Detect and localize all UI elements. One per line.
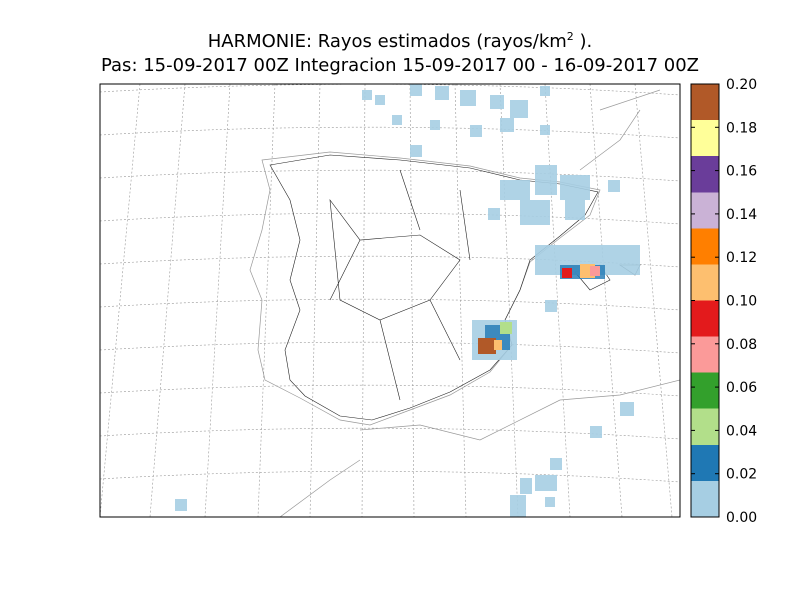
cell [590, 426, 602, 438]
cell [494, 340, 502, 350]
cell [545, 497, 555, 507]
cell [510, 100, 528, 118]
cell [565, 200, 585, 220]
cell [535, 165, 557, 195]
cell [500, 322, 512, 334]
cell [430, 120, 440, 130]
cell [175, 499, 187, 511]
tick-label: 0.08 [726, 337, 757, 353]
tick-label: 0.02 [726, 467, 757, 483]
title-end: ). [574, 31, 592, 52]
cell [550, 458, 562, 470]
cell [608, 180, 620, 192]
cell [490, 95, 504, 109]
cell [520, 478, 532, 494]
cell [535, 475, 557, 491]
cell [545, 300, 557, 312]
cell [488, 208, 500, 220]
title: HARMONIE: Rayos estimados (rayos/km2 ). [208, 30, 593, 52]
tick-label: 0.16 [726, 164, 757, 180]
cell [560, 175, 590, 200]
cell [410, 145, 422, 157]
tick-label: 0.10 [726, 294, 757, 310]
cell [470, 125, 482, 137]
cell [478, 338, 496, 354]
cell [590, 266, 600, 276]
title-main: HARMONIE: Rayos estimados (rayos/km [208, 31, 567, 52]
cell [540, 125, 550, 135]
tick-label: 0.04 [726, 423, 757, 439]
cell [435, 86, 449, 100]
lightning [175, 84, 640, 517]
subtitle: Pas: 15-09-2017 00Z Integracion 15-09-20… [101, 55, 699, 76]
cell [500, 180, 530, 200]
cell [362, 90, 372, 100]
tick-label: 0.06 [726, 380, 757, 396]
tick-label: 0.12 [726, 250, 757, 266]
cell [375, 95, 385, 105]
graticule [100, 84, 680, 517]
cell [520, 200, 550, 225]
cell [460, 90, 476, 106]
cell [562, 268, 572, 278]
cell [510, 495, 526, 517]
tick-label: 0.00 [726, 510, 757, 526]
coastline-other [279, 89, 680, 517]
cell [410, 84, 422, 96]
tick-label: 0.20 [726, 77, 757, 93]
cell [620, 402, 634, 416]
cell [392, 115, 402, 125]
tick-label: 0.14 [726, 207, 757, 223]
map [100, 84, 680, 517]
cell [500, 118, 514, 132]
cell [540, 86, 550, 96]
map-frame [99, 83, 681, 518]
tick-label: 0.18 [726, 120, 757, 136]
colorbar [690, 83, 720, 518]
title-sup: 2 [567, 30, 574, 43]
